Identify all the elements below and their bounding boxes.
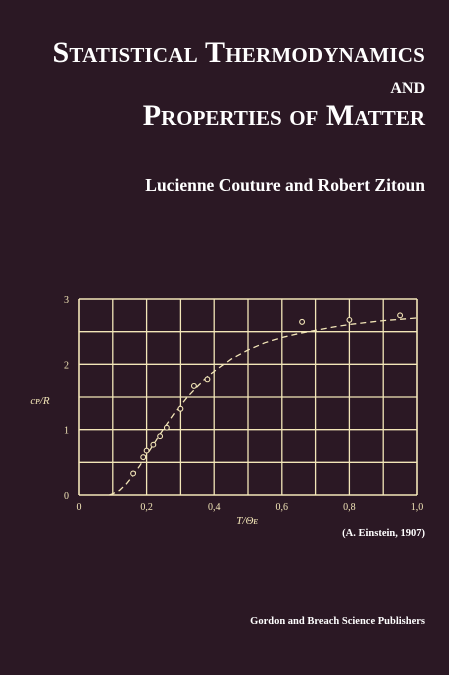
figure-credit: (A. Einstein, 1907) <box>342 528 425 539</box>
data-point <box>190 382 197 389</box>
y-tick-label: 1 <box>64 426 69 437</box>
data-point <box>143 447 150 454</box>
x-tick-label: 0,6 <box>276 502 289 513</box>
chart-grid <box>78 298 418 496</box>
y-tick-label: 2 <box>64 360 69 371</box>
x-tick-label: 0 <box>77 502 82 513</box>
data-point <box>163 424 170 431</box>
title-line-3: Properties of Matter <box>142 99 425 132</box>
data-point <box>157 433 164 440</box>
x-tick-label: 0,4 <box>208 502 221 513</box>
data-point <box>140 454 147 461</box>
data-point <box>130 470 137 477</box>
x-axis-label: T/Θᴇ <box>236 515 258 527</box>
authors: Lucienne Couture and Robert Zitoun <box>145 175 425 195</box>
y-tick-label: 3 <box>64 295 69 306</box>
book-title: Statistical Thermodynamics and Propertie… <box>5 38 425 131</box>
data-point <box>204 376 211 383</box>
chart-ticks-layer: 0 0,2 0,4 0,6 0,8 1,0 0 1 2 3 <box>64 295 423 513</box>
title-line-2: and <box>390 73 425 98</box>
x-tick-label: 0,8 <box>343 502 356 513</box>
x-tick-label: 1,0 <box>411 502 424 513</box>
data-point <box>299 318 306 325</box>
heat-capacity-chart: 0 0,2 0,4 0,6 0,8 1,0 0 1 2 3 T/Θᴇ cᴘ/R <box>30 295 423 527</box>
y-tick-label: 0 <box>64 491 69 502</box>
data-point <box>150 441 157 448</box>
title-line-1: Statistical Thermodynamics <box>52 36 425 69</box>
publisher: Gordon and Breach Science Publishers <box>250 616 425 627</box>
chart-curve-layer <box>109 317 418 496</box>
y-axis-label: cᴘ/R <box>30 395 49 407</box>
data-point <box>177 405 184 412</box>
data-point <box>397 312 404 319</box>
x-tick-label: 0,2 <box>140 502 153 513</box>
data-point <box>346 316 353 323</box>
theoretical-curve <box>109 317 418 496</box>
chart-points-layer <box>130 312 404 477</box>
